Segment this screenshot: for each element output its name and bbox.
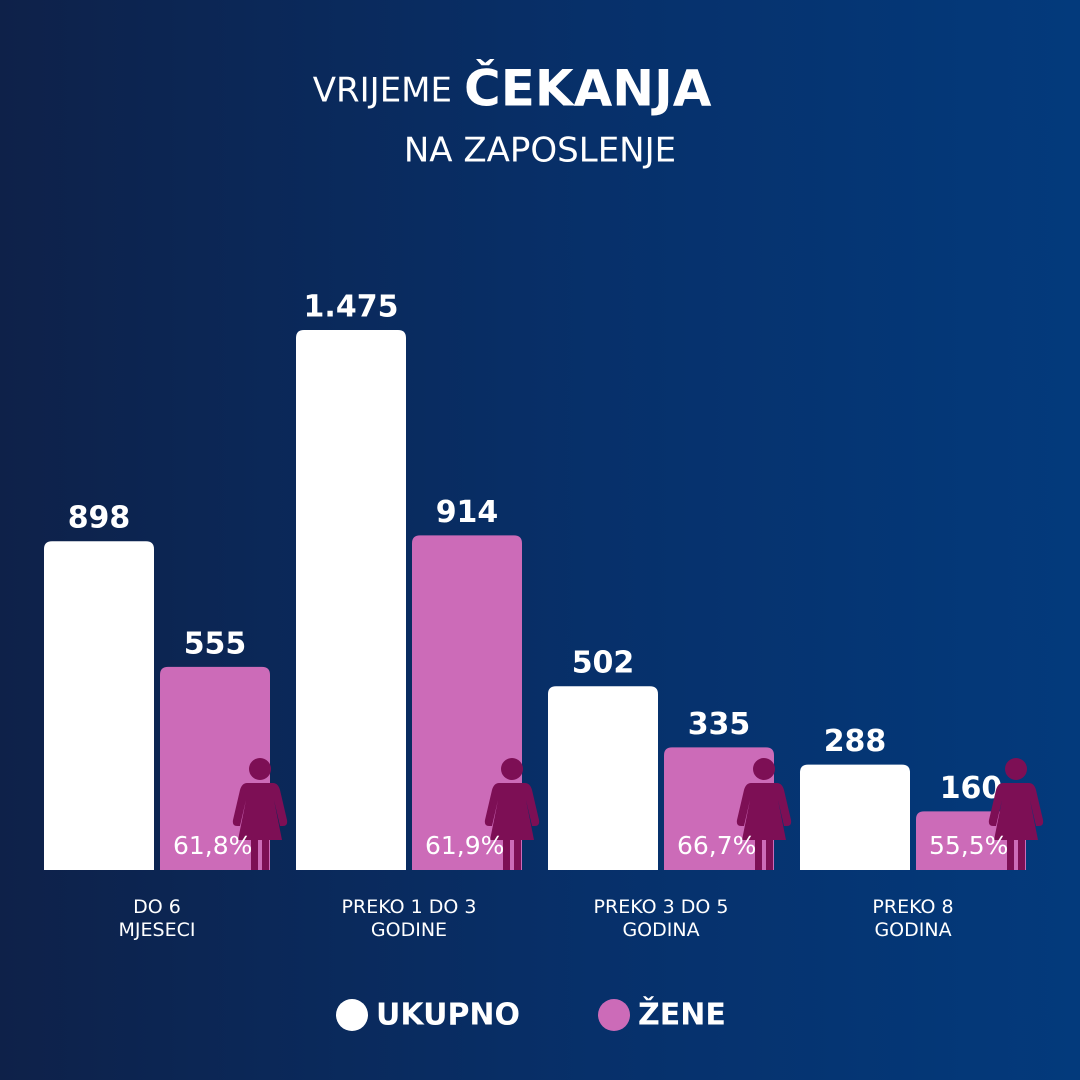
woman-icon-part — [484, 783, 540, 870]
value-label: 160 — [940, 771, 1003, 806]
woman-icon-part — [1005, 758, 1027, 780]
woman-icon — [988, 758, 1044, 870]
x-tick-label: PREKO 1 DO 3 GODINE — [341, 896, 477, 941]
woman-icon-part — [232, 783, 288, 870]
chart-title-emphasis: ČEKANJA — [464, 59, 712, 118]
x-tick-label: DO 6 MJESECI — [118, 896, 196, 941]
value-label: 555 — [184, 626, 247, 661]
woman-icon-part — [501, 758, 523, 780]
share-label: 61,9% — [425, 831, 504, 860]
share-label: 55,5% — [929, 831, 1008, 860]
chart-title: VRIJEME — [313, 71, 452, 111]
woman-icon — [736, 758, 792, 870]
value-label: 288 — [824, 724, 887, 759]
legend-label: ŽENE — [638, 997, 726, 1033]
chart-subtitle: NA ZAPOSLENJE — [404, 131, 676, 171]
woman-icon — [484, 758, 540, 870]
woman-icon-part — [988, 783, 1044, 870]
x-tick-label: PREKO 3 DO 5 GODINA — [593, 896, 729, 941]
share-label: 66,7% — [677, 831, 756, 860]
value-label: 898 — [68, 501, 131, 536]
value-label: 914 — [436, 495, 499, 530]
woman-icon-part — [249, 758, 271, 780]
value-label: 1.475 — [304, 290, 399, 325]
value-label: 502 — [572, 646, 635, 681]
woman-icon — [232, 758, 288, 870]
legend-marker — [336, 999, 368, 1031]
value-label: 335 — [688, 707, 751, 742]
bar — [800, 764, 910, 870]
legend-marker — [598, 999, 630, 1031]
bar — [296, 330, 406, 870]
legend-label: UKUPNO — [376, 998, 520, 1033]
x-tick-label: PREKO 8 GODINA — [872, 896, 954, 941]
share-label: 61,8% — [173, 831, 252, 860]
woman-icon-part — [753, 758, 775, 780]
bar — [44, 541, 154, 870]
woman-icon-part — [736, 783, 792, 870]
bar — [548, 686, 658, 870]
